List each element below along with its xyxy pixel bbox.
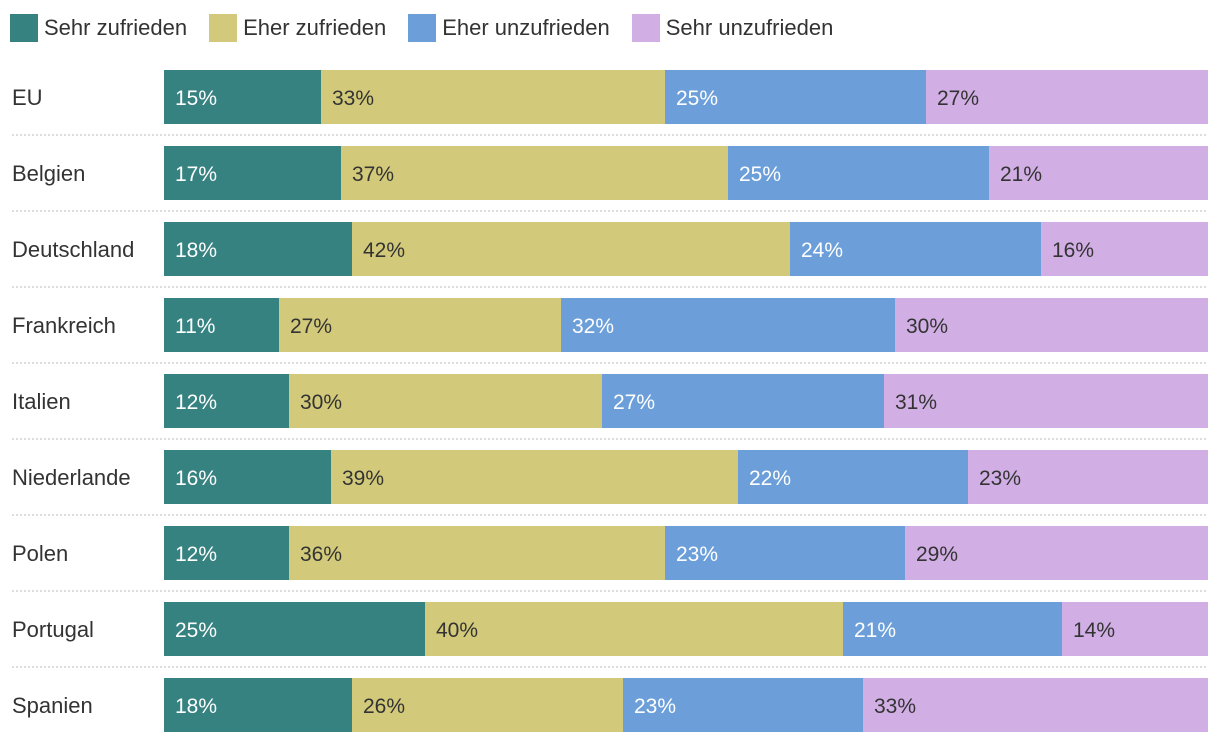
value-label-spanien-eher-zufrieden: 26% xyxy=(363,695,405,718)
legend-swatch-sehr-unzufrieden xyxy=(631,14,660,42)
value-label-deutschland-sehr-unzufrieden: 16% xyxy=(1052,239,1094,262)
value-label-polen-sehr-zufrieden: 12% xyxy=(175,543,217,566)
legend-swatch-eher-zufrieden xyxy=(209,14,238,42)
bar-segment-niederlande-sehr-unzufrieden xyxy=(968,450,1208,504)
bar-segment-spanien-sehr-unzufrieden xyxy=(863,678,1208,732)
value-label-portugal-eher-zufrieden: 40% xyxy=(436,619,478,642)
bar-segment-niederlande-eher-unzufrieden xyxy=(738,450,968,504)
bar-segment-frankreich-eher-unzufrieden xyxy=(561,298,895,352)
value-label-niederlande-eher-zufrieden: 39% xyxy=(342,467,384,490)
bar-segment-deutschland-eher-zufrieden xyxy=(352,222,790,276)
value-label-eu-sehr-unzufrieden: 27% xyxy=(937,87,979,110)
value-label-eu-sehr-zufrieden: 15% xyxy=(175,87,217,110)
bar-segment-frankreich-sehr-zufrieden xyxy=(164,298,279,352)
value-label-niederlande-eher-unzufrieden: 22% xyxy=(749,467,791,490)
row-label-portugal: Portugal xyxy=(12,617,94,642)
bar-segment-deutschland-sehr-unzufrieden xyxy=(1041,222,1208,276)
bar-segment-belgien-sehr-unzufrieden xyxy=(989,146,1208,200)
bar-segment-frankreich-eher-zufrieden xyxy=(279,298,561,352)
value-label-belgien-eher-unzufrieden: 25% xyxy=(739,163,781,186)
bar-segment-polen-sehr-zufrieden xyxy=(164,526,289,580)
value-label-portugal-sehr-unzufrieden: 14% xyxy=(1073,619,1115,642)
value-label-belgien-sehr-zufrieden: 17% xyxy=(175,163,217,186)
value-label-belgien-eher-zufrieden: 37% xyxy=(352,163,394,186)
value-label-italien-sehr-unzufrieden: 31% xyxy=(895,391,937,414)
legend-item-sehr-zufrieden: Sehr zufrieden xyxy=(10,14,187,42)
value-label-spanien-sehr-zufrieden: 18% xyxy=(175,695,217,718)
value-label-polen-sehr-unzufrieden: 29% xyxy=(916,543,958,566)
value-label-niederlande-sehr-zufrieden: 16% xyxy=(175,467,217,490)
value-label-frankreich-sehr-unzufrieden: 30% xyxy=(906,315,948,338)
legend-label-eher-unzufrieden: Eher unzufrieden xyxy=(442,15,610,40)
value-label-eu-eher-unzufrieden: 25% xyxy=(676,87,718,110)
row-label-italien: Italien xyxy=(12,389,71,414)
bar-segment-spanien-eher-zufrieden xyxy=(352,678,623,732)
row-label-deutschland: Deutschland xyxy=(12,237,134,262)
bar-segment-eu-sehr-unzufrieden xyxy=(926,70,1208,124)
value-label-portugal-eher-unzufrieden: 21% xyxy=(854,619,896,642)
bar-segment-italien-eher-unzufrieden xyxy=(602,374,884,428)
value-label-portugal-sehr-zufrieden: 25% xyxy=(175,619,217,642)
legend-label-sehr-unzufrieden: Sehr unzufrieden xyxy=(665,15,834,40)
row-label-niederlande: Niederlande xyxy=(12,465,131,490)
row-label-belgien: Belgien xyxy=(12,161,85,186)
bar-segment-deutschland-eher-unzufrieden xyxy=(790,222,1041,276)
value-label-deutschland-eher-zufrieden: 42% xyxy=(363,239,405,262)
bar-segment-niederlande-eher-zufrieden xyxy=(331,450,738,504)
bar-segment-eu-sehr-zufrieden xyxy=(164,70,321,124)
value-label-frankreich-sehr-zufrieden: 11% xyxy=(175,315,215,338)
legend-label-eher-zufrieden: Eher zufrieden xyxy=(243,15,387,40)
legend-item-eher-unzufrieden: Eher unzufrieden xyxy=(408,14,610,42)
value-label-frankreich-eher-zufrieden: 27% xyxy=(290,315,332,338)
chart-legend: Sehr zufrieden Eher zufrieden Eher unzuf… xyxy=(10,12,855,44)
value-label-eu-eher-zufrieden: 33% xyxy=(332,87,374,110)
row-label-frankreich: Frankreich xyxy=(12,313,116,338)
legend-item-sehr-unzufrieden: Sehr unzufrieden xyxy=(631,14,834,42)
bar-segment-frankreich-sehr-unzufrieden xyxy=(895,298,1208,352)
bar-segment-portugal-sehr-zufrieden xyxy=(164,602,425,656)
value-label-deutschland-sehr-zufrieden: 18% xyxy=(175,239,217,262)
bar-segment-polen-sehr-unzufrieden xyxy=(905,526,1208,580)
bar-segment-portugal-sehr-unzufrieden xyxy=(1062,602,1208,656)
bar-segment-belgien-eher-unzufrieden xyxy=(728,146,989,200)
legend-label-sehr-zufrieden: Sehr zufrieden xyxy=(44,15,188,40)
bar-segment-eu-eher-zufrieden xyxy=(321,70,665,124)
bar-segment-portugal-eher-unzufrieden xyxy=(843,602,1062,656)
bar-segment-belgien-eher-zufrieden xyxy=(341,146,728,200)
value-label-italien-eher-unzufrieden: 27% xyxy=(613,391,655,414)
row-label-eu: EU xyxy=(12,85,43,110)
value-label-italien-eher-zufrieden: 30% xyxy=(300,391,342,414)
bar-segment-italien-sehr-zufrieden xyxy=(164,374,289,428)
bar-segment-polen-eher-zufrieden xyxy=(289,526,665,580)
value-label-italien-sehr-zufrieden: 12% xyxy=(175,391,217,414)
value-label-belgien-sehr-unzufrieden: 21% xyxy=(1000,163,1042,186)
row-label-polen: Polen xyxy=(12,541,68,566)
bar-segment-spanien-sehr-zufrieden xyxy=(164,678,352,732)
bar-segment-portugal-eher-zufrieden xyxy=(425,602,843,656)
value-label-niederlande-sehr-unzufrieden: 23% xyxy=(979,467,1021,490)
legend-swatch-eher-unzufrieden xyxy=(408,14,437,42)
value-label-spanien-eher-unzufrieden: 23% xyxy=(634,695,676,718)
bar-segment-belgien-sehr-zufrieden xyxy=(164,146,341,200)
row-label-spanien: Spanien xyxy=(12,693,93,718)
legend-swatch-sehr-zufrieden xyxy=(10,14,38,42)
bar-segment-polen-eher-unzufrieden xyxy=(665,526,905,580)
bar-segment-eu-eher-unzufrieden xyxy=(665,70,926,124)
value-label-polen-eher-zufrieden: 36% xyxy=(300,543,342,566)
bar-segment-spanien-eher-unzufrieden xyxy=(623,678,863,732)
value-label-frankreich-eher-unzufrieden: 32% xyxy=(572,315,614,338)
bar-segment-deutschland-sehr-zufrieden xyxy=(164,222,352,276)
value-label-polen-eher-unzufrieden: 23% xyxy=(676,543,718,566)
bar-segment-italien-eher-zufrieden xyxy=(289,374,602,428)
legend-item-eher-zufrieden: Eher zufrieden xyxy=(209,14,386,42)
bar-segment-niederlande-sehr-zufrieden xyxy=(164,450,331,504)
value-label-deutschland-eher-unzufrieden: 24% xyxy=(801,239,843,262)
value-label-spanien-sehr-unzufrieden: 33% xyxy=(874,695,916,718)
bar-segment-italien-sehr-unzufrieden xyxy=(884,374,1208,428)
